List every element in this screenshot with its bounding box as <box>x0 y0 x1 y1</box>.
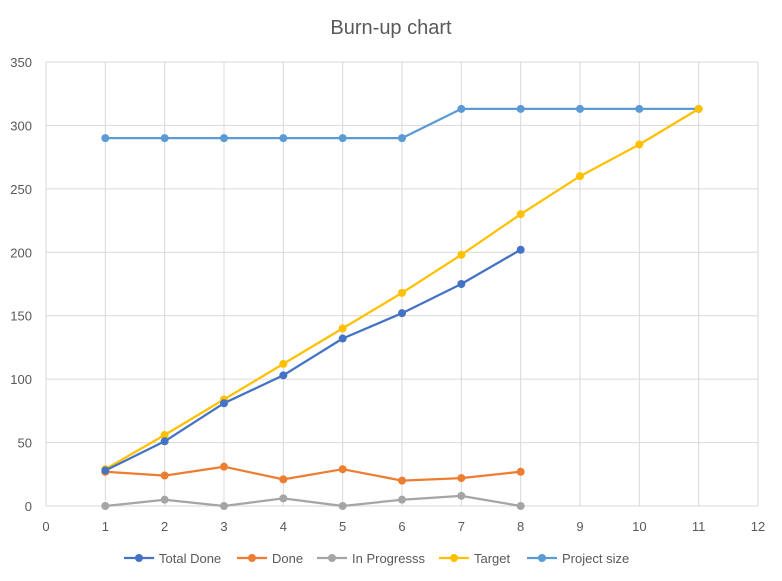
y-tick-label: 0 <box>25 499 32 514</box>
legend-item-target: Target <box>439 551 511 566</box>
grid-lines <box>45 61 759 507</box>
chart-title: Burn-up chart <box>330 17 452 39</box>
data-point-in-progresss <box>101 502 110 510</box>
series-line-in-progresss <box>105 494 521 508</box>
x-tick-label: 7 <box>458 519 465 534</box>
y-tick-label: 50 <box>18 436 32 451</box>
series-total-done <box>101 245 525 475</box>
data-point-in-progresss <box>338 502 347 510</box>
data-point-total-done <box>101 466 110 475</box>
data-point-project-size <box>338 134 347 143</box>
data-point-in-progresss <box>457 491 466 500</box>
data-point-total-done <box>160 437 169 446</box>
data-series <box>101 104 703 510</box>
legend-marker-total-done <box>135 554 143 562</box>
data-point-done <box>338 465 347 474</box>
y-tick-label: 200 <box>10 245 32 260</box>
series-line-done <box>105 465 521 482</box>
data-point-total-done <box>220 399 228 408</box>
data-point-target <box>457 250 466 259</box>
data-point-total-done <box>457 280 466 288</box>
data-point-done <box>398 476 406 485</box>
legend-marker-in-progresss <box>328 554 336 562</box>
x-tick-label: 6 <box>398 519 405 534</box>
legend-marker-target <box>450 554 458 562</box>
data-point-project-size <box>220 134 228 143</box>
legend-item-total-done: Total Done <box>124 551 221 566</box>
data-point-project-size <box>279 134 288 143</box>
x-tick-label: 4 <box>280 519 287 534</box>
legend-item-done: Done <box>237 551 303 566</box>
series-done <box>101 462 525 485</box>
series-line-total-done <box>104 248 522 472</box>
data-point-done <box>160 471 169 480</box>
x-tick-label: 0 <box>42 519 49 534</box>
data-point-project-size <box>101 134 110 143</box>
data-point-in-progresss <box>220 502 228 510</box>
data-point-target <box>516 210 525 219</box>
data-point-done <box>279 475 288 484</box>
legend-label-in-progresss: In Progresss <box>352 551 425 566</box>
y-tick-label: 150 <box>10 309 32 324</box>
data-point-project-size <box>457 104 466 113</box>
data-point-total-done <box>279 371 288 380</box>
series-in-progresss <box>101 491 525 510</box>
x-tick-label: 8 <box>517 519 524 534</box>
legend: Total Done Done In Progresss Target Project … <box>124 551 629 566</box>
data-point-target <box>694 104 703 113</box>
legend-marker-project-size <box>538 554 546 562</box>
data-point-target <box>279 359 288 368</box>
data-point-total-done <box>338 334 347 343</box>
legend-label-total-done: Total Done <box>159 551 221 566</box>
legend-label-project-size: Project size <box>562 551 629 566</box>
x-tick-label: 11 <box>692 519 706 534</box>
data-point-project-size <box>516 104 525 113</box>
y-tick-label: 100 <box>10 372 32 387</box>
x-tick-label: 3 <box>220 519 227 534</box>
series-target <box>101 104 703 474</box>
data-point-total-done <box>516 245 525 254</box>
x-tick-label: 9 <box>576 519 583 534</box>
x-tick-label: 5 <box>339 519 346 534</box>
data-point-in-progresss <box>160 495 169 504</box>
data-point-in-progresss <box>516 502 525 510</box>
data-point-project-size <box>398 134 406 143</box>
x-tick-label: 10 <box>632 519 646 534</box>
data-point-target <box>576 172 584 181</box>
data-point-done <box>457 474 466 483</box>
data-point-project-size <box>635 104 644 113</box>
data-point-project-size <box>160 134 169 143</box>
legend-item-project-size: Project size <box>527 551 629 566</box>
data-point-target <box>635 140 644 149</box>
x-tick-label: 2 <box>161 519 168 534</box>
y-tick-label: 300 <box>10 118 32 133</box>
data-point-total-done <box>398 309 406 318</box>
data-point-done <box>516 467 525 476</box>
legend-label-done: Done <box>272 551 303 566</box>
legend-item-in-progresss: In Progresss <box>317 551 425 566</box>
data-point-project-size <box>576 104 584 113</box>
data-point-in-progresss <box>398 495 406 504</box>
legend-label-target: Target <box>474 551 511 566</box>
x-tick-label: 12 <box>751 519 765 534</box>
data-point-target <box>160 430 169 439</box>
y-tick-label: 350 <box>10 55 32 70</box>
data-point-done <box>220 462 228 471</box>
legend-marker-done <box>248 554 256 562</box>
x-tick-label: 1 <box>102 519 109 534</box>
data-point-target <box>338 324 347 333</box>
data-point-in-progresss <box>279 494 288 503</box>
data-point-target <box>398 288 406 297</box>
y-tick-label: 250 <box>10 182 32 197</box>
